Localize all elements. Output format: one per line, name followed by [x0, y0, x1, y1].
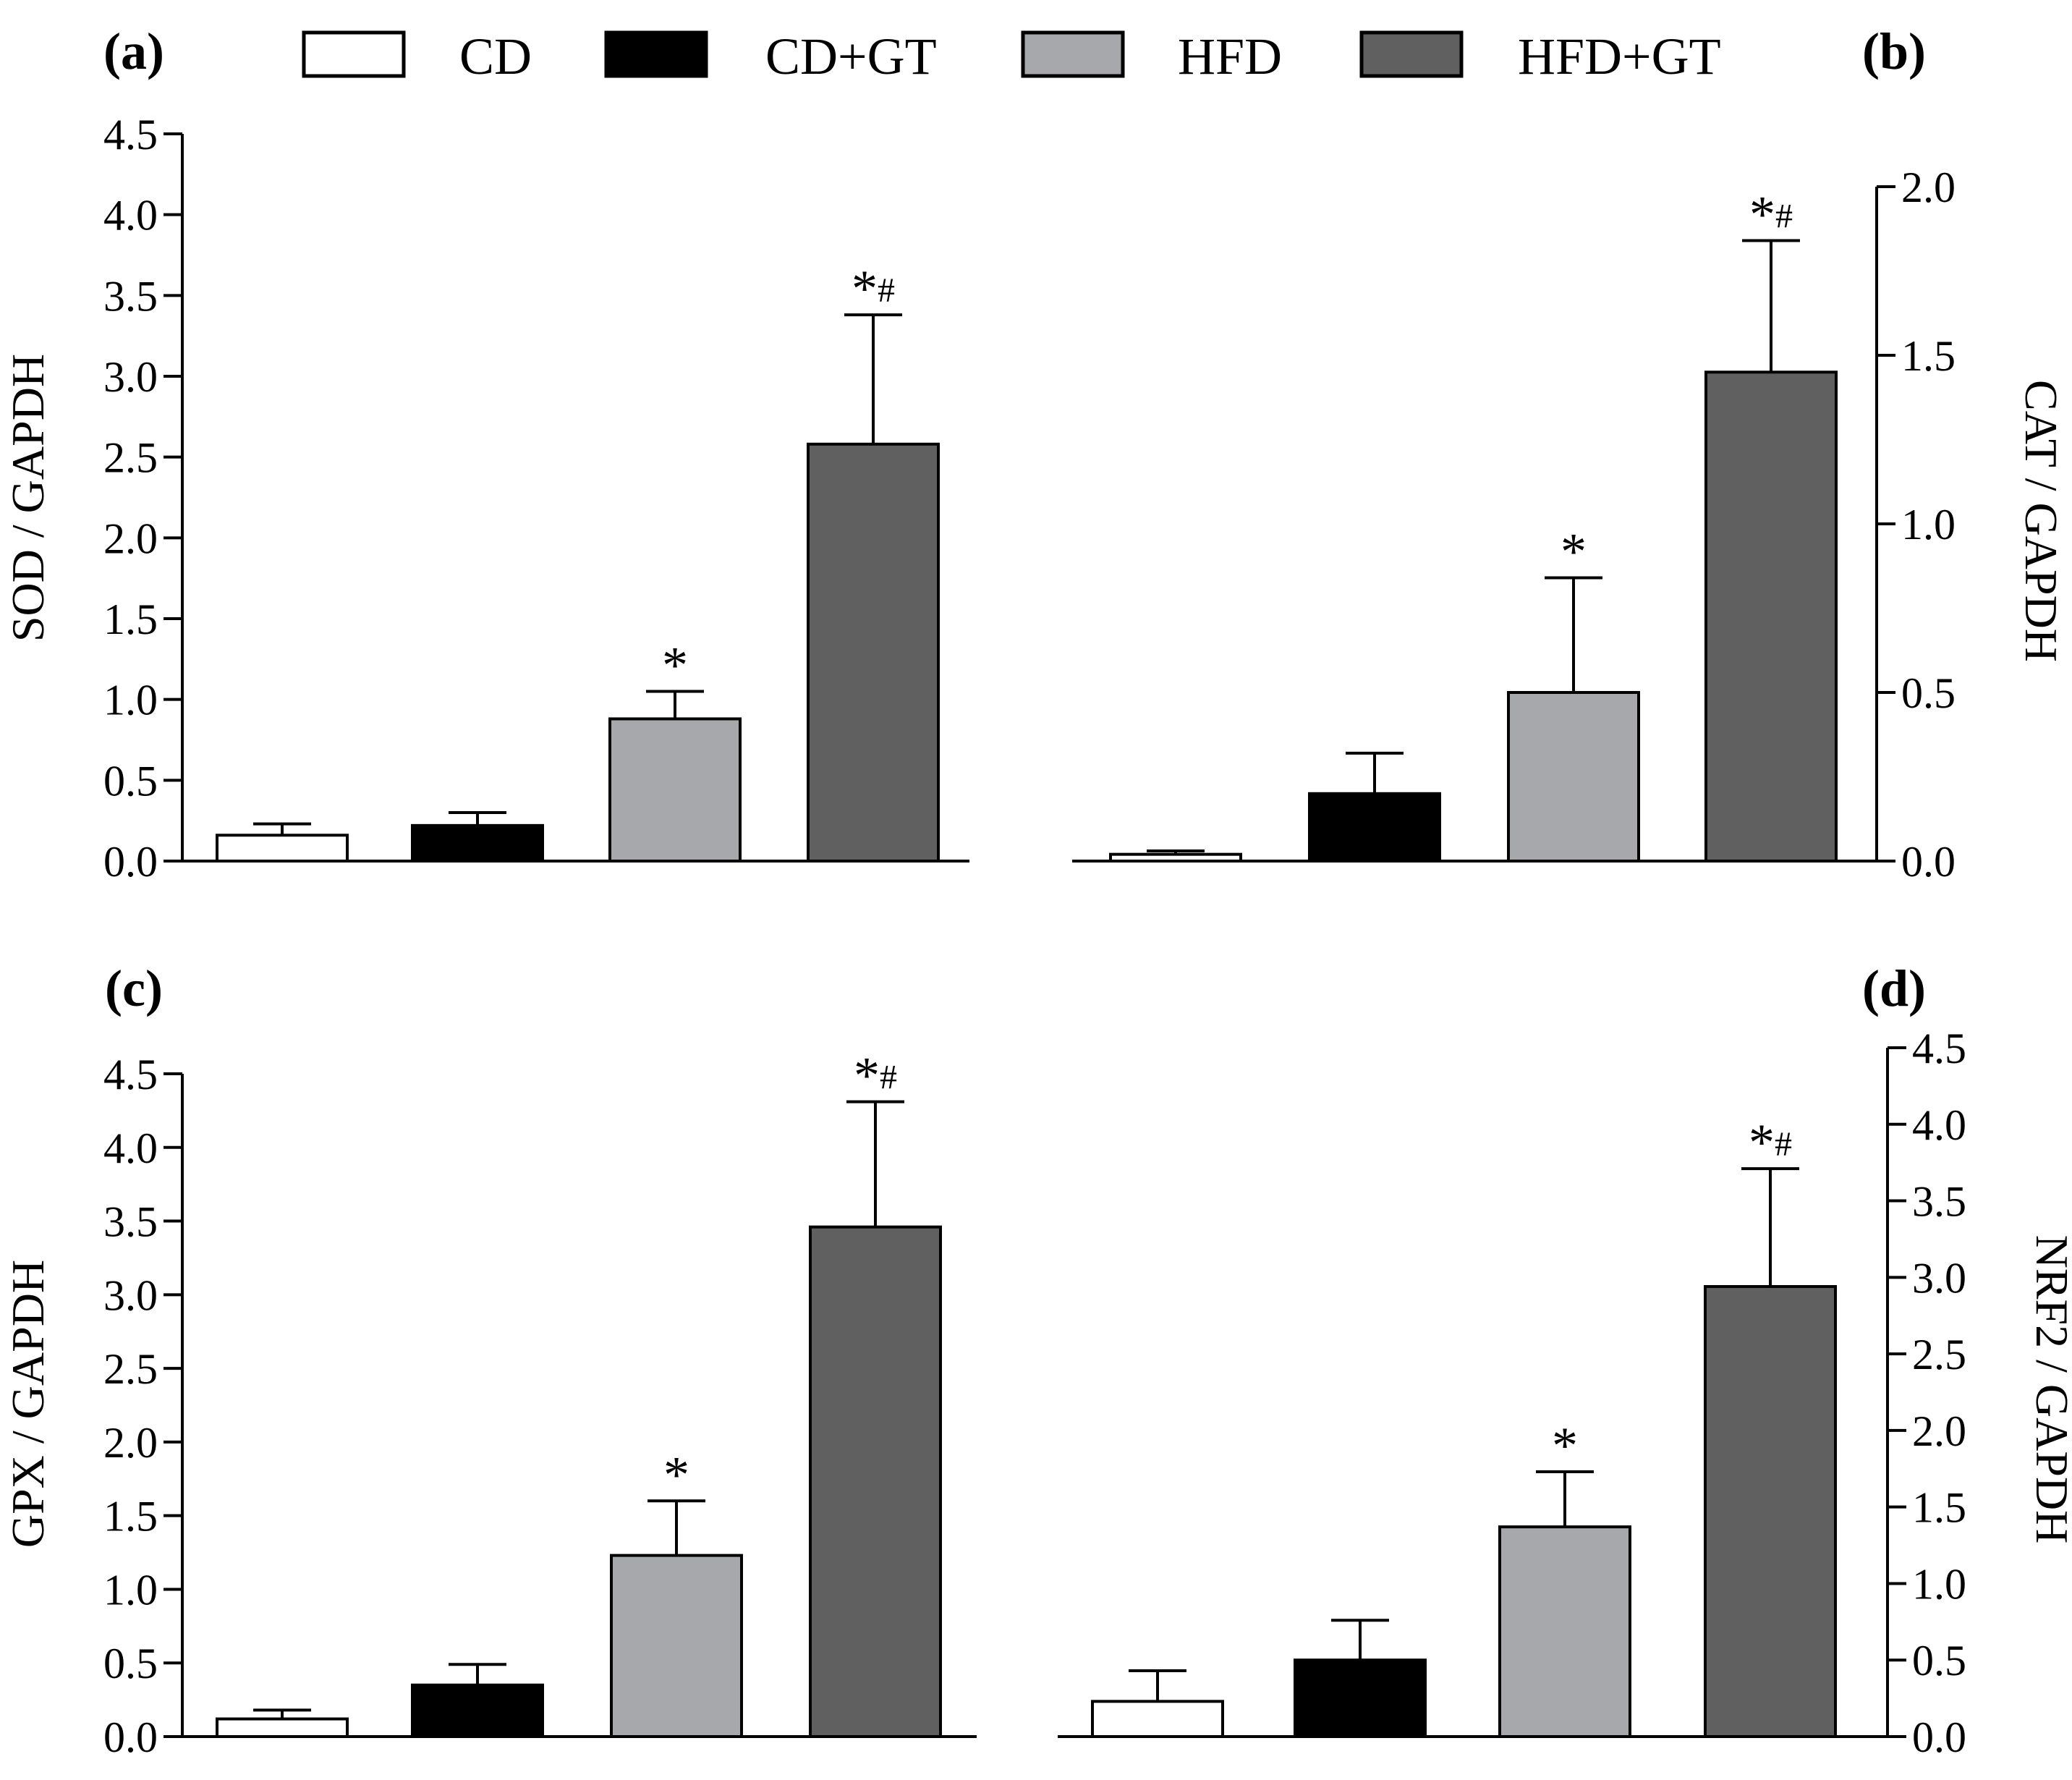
panel-b-tick-label: 0.5: [1901, 669, 1956, 717]
panel-d-label: (d): [1862, 959, 1926, 1017]
panel-b-label: (b): [1862, 22, 1926, 80]
panel-a-tick-label: 0.0: [103, 838, 158, 886]
panel-c-tick-label: 4.5: [103, 1051, 158, 1098]
panel-b-tick-label: 0.0: [1901, 838, 1956, 886]
panel-d-bar-hfd: [1498, 1525, 1631, 1739]
panel-c-tick-label: 2.0: [103, 1419, 158, 1467]
panel-c-tick-label: 4.0: [103, 1124, 158, 1172]
panel-d-tick-label: 2.5: [1912, 1331, 1966, 1378]
legend-hfd-gt-swatch: [1359, 30, 1464, 78]
panel-b-significance-hfd-gt: *#: [1749, 186, 1793, 244]
panel-c-tick-label: 3.0: [103, 1271, 158, 1319]
panel-a: (a) 0.0 0.5 1.0 1.5 2.0 2.5 3.0 3.5 4.0 4.5 SOD / G…: [2, 22, 969, 886]
panel-d-y-axis-title: NRF2 / GAPDH: [2026, 1235, 2072, 1544]
legend-cd-gt-swatch: [604, 30, 708, 78]
panel-c-bar-cd-gt: [411, 1683, 544, 1739]
panel-b-tick-label: 2.0: [1901, 164, 1956, 211]
panel-a-y-axis-title: SOD / GAPDH: [2, 354, 54, 642]
panel-a-bar-hfd-gt: [807, 442, 940, 863]
panel-c-bar-hfd-gt: [809, 1225, 942, 1738]
legend-hfd-swatch: [1021, 30, 1125, 78]
panel-a-tick-label: 4.5: [103, 111, 158, 158]
panel-c-bar-hfd: [610, 1554, 743, 1739]
panel-b-tick-label: 1.0: [1901, 501, 1956, 548]
panel-c-tick-label: 0.5: [103, 1640, 158, 1687]
panel-b-significance-hfd: *: [1561, 523, 1587, 581]
panel-d-tick-label: 1.0: [1912, 1560, 1966, 1608]
legend: CD CD+GT HFD HFD+GT: [302, 27, 1721, 85]
panel-c-y-axis-title: GPX / GAPDH: [2, 1260, 54, 1548]
panel-c-significance-hfd-gt: *#: [854, 1047, 897, 1105]
panels: (a) 0.0 0.5 1.0 1.5 2.0 2.5 3.0 3.5 4.0 4.5 SOD / G…: [2, 22, 2072, 1761]
panel-b-y-axis-title: CAT / GAPDH: [2016, 380, 2067, 662]
panel-d-tick-label: 3.5: [1912, 1178, 1966, 1226]
panel-c-tick-label: 0.0: [103, 1713, 158, 1761]
panel-c-tick-label: 1.5: [103, 1493, 158, 1540]
panel-b-tick-label: 1.5: [1901, 332, 1956, 380]
panel-a-tick-label: 2.5: [103, 434, 158, 482]
panel-c-significance-hfd: *: [663, 1446, 689, 1504]
panel-a-tick-label: 3.5: [103, 272, 158, 320]
panel-d-tick-label: 1.5: [1912, 1484, 1966, 1532]
panel-d: (d) 0.0 0.5 1.0 1.5 2.0 2.5 3.0 3.5 4.0 4.5 NRF2 / …: [1058, 959, 2072, 1761]
legend-cd-gt-label: CD+GT: [765, 27, 937, 85]
panel-c-bar-cd: [216, 1717, 349, 1738]
panel-c: (c) 0.0 0.5 1.0 1.5 2.0 2.5 3.0 3.5 4.0 4.5 GPX / G…: [2, 959, 977, 1761]
legend-hfd-gt-label: HFD+GT: [1518, 27, 1721, 85]
panel-c-tick-label: 1.0: [103, 1566, 158, 1614]
panel-a-bar-hfd: [608, 717, 742, 863]
panel-d-bar-hfd-gt: [1704, 1285, 1837, 1738]
panel-d-bar-cd: [1091, 1700, 1224, 1739]
panel-d-significance-hfd: *: [1552, 1417, 1578, 1475]
panel-d-tick-label: 3.0: [1912, 1254, 1966, 1302]
panel-b-bar-cd-gt: [1308, 792, 1441, 863]
panel-d-tick-label: 0.0: [1912, 1713, 1966, 1761]
panel-a-significance-hfd: *: [662, 637, 688, 695]
legend-hfd-label: HFD: [1178, 27, 1282, 85]
panel-a-tick-label: 2.0: [103, 514, 158, 562]
panel-c-label: (c): [105, 959, 163, 1017]
panel-b-bar-hfd-gt: [1704, 370, 1838, 863]
panel-a-bar-cd: [216, 834, 349, 863]
panel-a-tick-label: 1.0: [103, 677, 158, 724]
legend-cd-label: CD: [459, 27, 532, 85]
panel-d-significance-hfd-gt: *#: [1749, 1114, 1792, 1171]
panel-a-tick-label: 3.0: [103, 353, 158, 401]
panel-a-tick-label: 4.0: [103, 192, 158, 240]
panel-d-tick-label: 4.5: [1912, 1025, 1966, 1072]
panel-d-tick-label: 4.0: [1912, 1101, 1966, 1149]
panel-a-bar-cd-gt: [411, 823, 544, 863]
panel-d-tick-label: 2.0: [1912, 1407, 1966, 1455]
panel-a-tick-label: 1.5: [103, 596, 158, 643]
panel-a-significance-hfd-gt: *#: [852, 260, 895, 318]
panel-b-bar-hfd: [1507, 691, 1640, 863]
panel-a-tick-label: 0.5: [103, 757, 158, 805]
panel-c-tick-label: 2.5: [103, 1345, 158, 1393]
panel-b: (b) 0.0 0.5 1.0 1.5 2.0 CAT / GAPDH * *#: [1072, 22, 2067, 886]
panel-d-tick-label: 0.5: [1912, 1637, 1966, 1684]
legend-cd-swatch: [302, 30, 406, 78]
panel-a-label: (a): [103, 22, 164, 80]
panel-c-tick-label: 3.5: [103, 1198, 158, 1246]
panel-d-bar-cd-gt: [1294, 1658, 1427, 1738]
panel-b-bar-cd: [1109, 852, 1242, 863]
